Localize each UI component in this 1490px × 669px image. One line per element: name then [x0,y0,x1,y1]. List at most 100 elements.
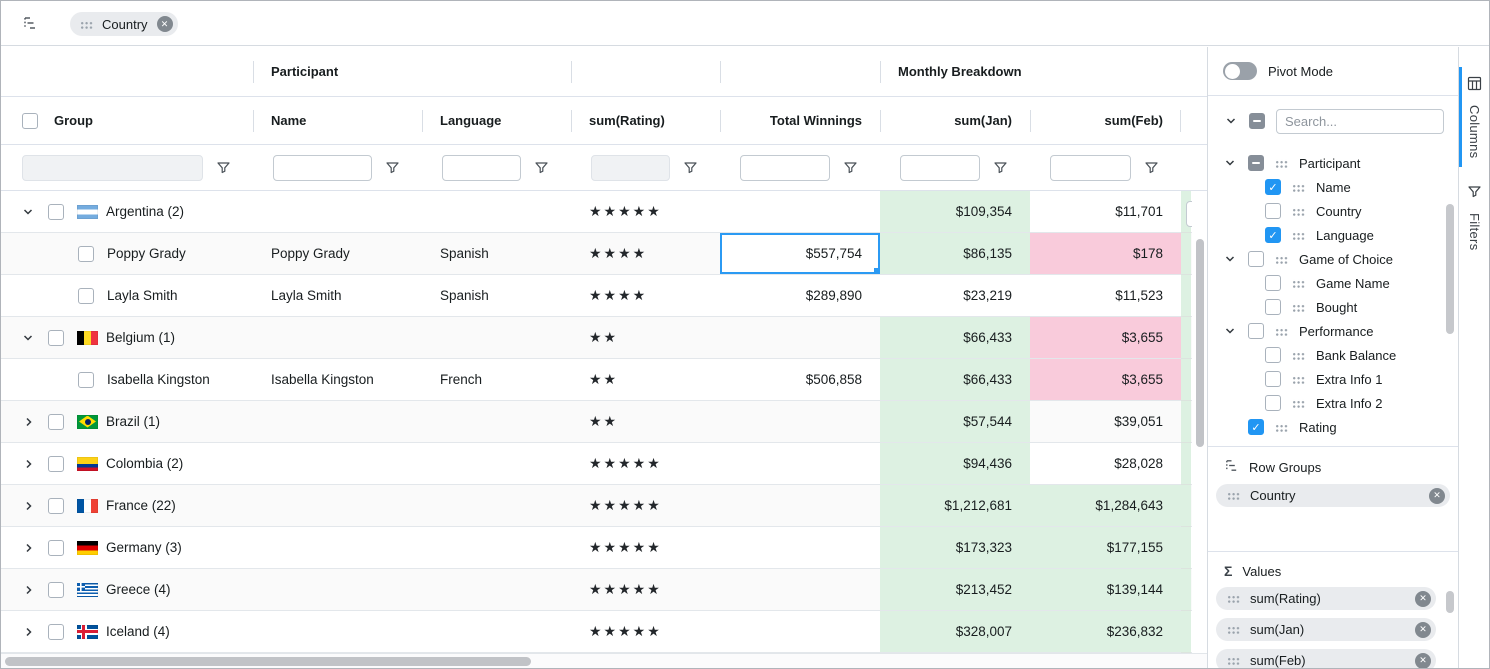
jan-cell[interactable]: $213,452 [880,569,1030,610]
row-group-chip-country[interactable]: Country [70,12,178,36]
language-cell[interactable] [422,527,571,568]
expand-chevron-icon[interactable] [21,416,35,428]
column-search-input[interactable] [1276,108,1444,134]
winnings-cell[interactable] [720,443,880,484]
column-checkbox[interactable] [1265,227,1281,243]
tab-filters[interactable]: Filters [1459,171,1489,264]
winnings-cell[interactable]: $506,858 [805,372,862,387]
jan-cell[interactable]: $66,433 [880,359,1030,400]
tree-item-extra-info-2[interactable]: Extra Info 2 [1208,391,1458,415]
name-cell[interactable]: Isabella Kingston [271,372,374,387]
value-pill-sum-rating[interactable]: sum(Rating) [1216,587,1436,610]
chevron-down-icon[interactable] [1223,325,1237,337]
filter-input-sum-feb[interactable] [1050,154,1131,181]
value-pill-sum-jan[interactable]: sum(Jan) [1216,618,1436,641]
rating-cell[interactable]: ★★★★★ [589,623,662,639]
name-cell[interactable] [253,401,422,442]
rating-cell[interactable]: ★★ [589,371,619,387]
rating-cell[interactable]: ★★★★ [589,245,648,261]
language-cell[interactable] [422,611,571,652]
chevron-down-icon[interactable] [1223,157,1237,169]
feb-cell[interactable]: $139,144 [1030,569,1181,610]
jan-cell[interactable]: $109,354 [880,191,1030,232]
name-cell[interactable] [253,527,422,568]
winnings-cell[interactable] [720,401,880,442]
remove-pill-icon[interactable] [1415,652,1431,668]
feb-cell[interactable]: $3,655 [1030,317,1181,358]
column-header-sum-rating[interactable]: sum(Rating) [571,97,720,144]
language-cell[interactable] [422,569,571,610]
language-cell[interactable]: Spanish [440,246,489,261]
winnings-cell[interactable]: $289,890 [805,288,862,303]
row-checkbox[interactable] [48,329,64,346]
select-all-checkbox[interactable] [22,112,38,129]
column-header-group[interactable]: Group [1,97,253,144]
tree-item-participant[interactable]: Participant [1208,151,1458,175]
column-header-name[interactable]: Name [253,97,422,144]
remove-pill-icon[interactable] [1415,621,1431,638]
row-checkbox[interactable] [48,413,64,430]
column-header-sum-jan[interactable]: sum(Jan) [880,97,1030,144]
filter-icon[interactable] [216,160,231,175]
collapse-chevron-icon[interactable] [21,332,35,344]
jan-cell[interactable]: $94,436 [880,443,1030,484]
rating-cell[interactable]: ★★★★★ [589,581,662,597]
column-checkbox[interactable] [1248,419,1264,435]
jan-cell[interactable]: $1,212,681 [880,485,1030,526]
jan-cell[interactable]: $173,323 [880,527,1030,568]
row-checkbox[interactable] [78,287,94,304]
winnings-cell[interactable] [720,527,880,568]
language-cell[interactable] [422,401,571,442]
values-scrollbar-thumb[interactable] [1446,591,1454,613]
group-header-monthly-breakdown[interactable]: Monthly Breakdown [880,47,1191,96]
name-cell[interactable] [253,443,422,484]
rating-cell[interactable]: ★★ [589,329,619,345]
tree-scrollbar-thumb[interactable] [1446,204,1454,334]
tree-item-rating[interactable]: Rating [1208,415,1458,439]
tree-item-language[interactable]: Language [1208,223,1458,247]
jan-cell[interactable]: $57,544 [880,401,1030,442]
name-cell[interactable]: Layla Smith [271,288,342,303]
horizontal-scrollbar-thumb[interactable] [5,657,531,666]
winnings-cell[interactable] [720,611,880,652]
value-pill-sum-feb[interactable]: sum(Feb) [1216,649,1436,668]
feb-cell[interactable]: $11,523 [1115,288,1163,303]
filter-icon[interactable] [534,160,549,175]
remove-pill-icon[interactable] [1429,487,1445,504]
vertical-scrollbar-thumb[interactable] [1196,239,1204,447]
tree-item-name[interactable]: Name [1208,175,1458,199]
winnings-cell[interactable] [720,485,880,526]
column-header-sum-feb[interactable]: sum(Feb) [1030,97,1181,144]
name-cell[interactable]: Poppy Grady [271,246,350,261]
language-cell[interactable] [422,191,571,232]
chevron-down-icon[interactable] [1223,253,1237,265]
tree-item-performance[interactable]: Performance [1208,319,1458,343]
name-cell[interactable] [253,191,422,232]
row-checkbox[interactable] [48,497,64,514]
column-checkbox[interactable] [1265,395,1281,411]
feb-cell[interactable]: $177,155 [1030,527,1181,568]
expand-chevron-icon[interactable] [21,458,35,470]
expand-chevron-icon[interactable] [21,542,35,554]
expand-chevron-icon[interactable] [21,626,35,638]
row-group-pill-country[interactable]: Country [1216,484,1450,507]
winnings-cell[interactable] [720,569,880,610]
filter-icon[interactable] [683,160,698,175]
tree-item-game-of-choice[interactable]: Game of Choice [1208,247,1458,271]
feb-cell[interactable]: $39,051 [1114,414,1163,429]
name-cell[interactable] [253,485,422,526]
pivot-mode-toggle[interactable] [1223,62,1257,80]
column-header-total-winnings[interactable]: Total Winnings [720,97,880,144]
rating-cell[interactable]: ★★★★★ [589,203,662,219]
winnings-cell[interactable] [720,191,880,232]
row-checkbox[interactable] [48,539,64,556]
language-cell[interactable] [422,443,571,484]
name-cell[interactable] [253,317,422,358]
tree-item-game-name[interactable]: Game Name [1208,271,1458,295]
column-checkbox[interactable] [1265,371,1281,387]
tree-item-country[interactable]: Country [1208,199,1458,223]
column-header-language[interactable]: Language [422,97,571,144]
tab-columns[interactable]: Columns [1459,63,1489,171]
column-checkbox[interactable] [1265,299,1281,315]
name-cell[interactable] [253,569,422,610]
